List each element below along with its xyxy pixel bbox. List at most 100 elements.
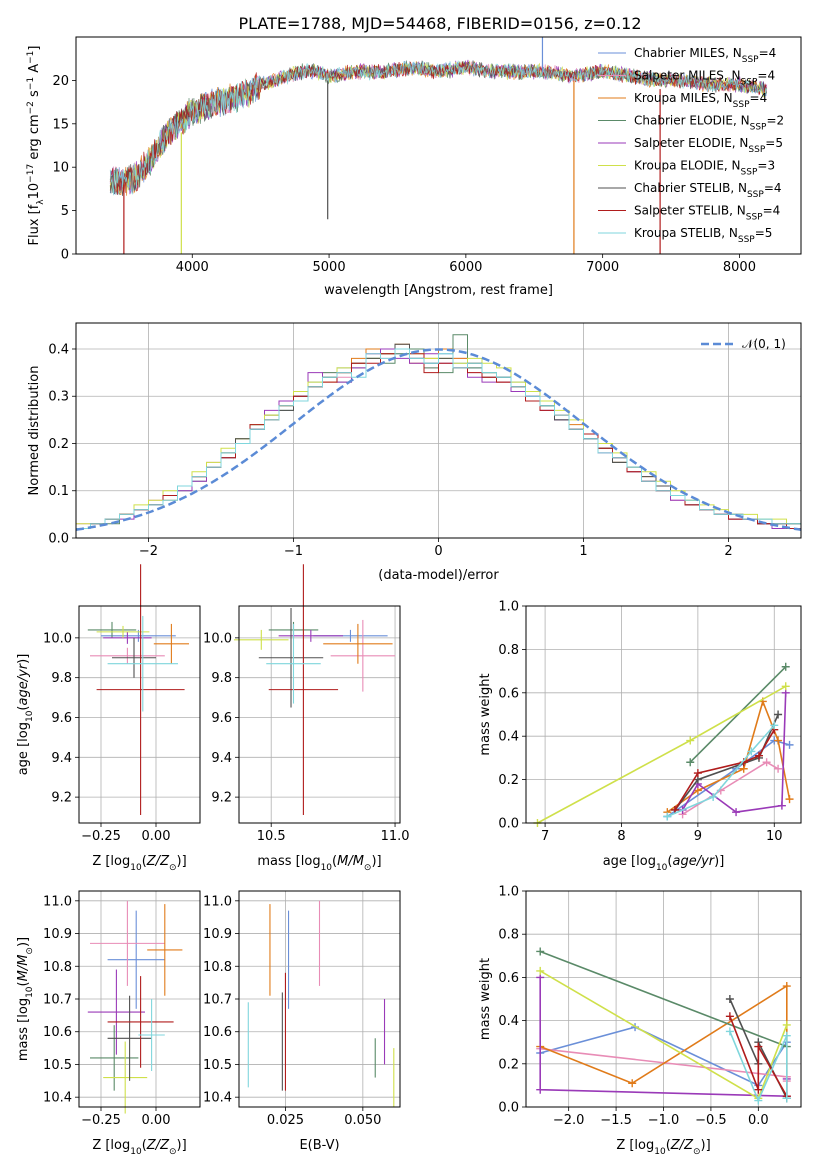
axes-frame <box>75 36 802 255</box>
x-tick-label: −0.5 <box>695 1113 727 1128</box>
x-tick-label: −2 <box>139 544 158 559</box>
y-tick-label: 10.0 <box>203 631 232 646</box>
plus-marker <box>770 721 779 730</box>
y-tick-label: 10 <box>52 161 69 176</box>
histogram-steps <box>75 348 801 538</box>
legend-entry: Salpeter STELIB, NSSP=4 <box>634 204 780 223</box>
spectrum-line <box>109 60 768 196</box>
plus-marker <box>686 758 695 767</box>
plus-marker <box>536 947 545 956</box>
x-axis-label: Z [log10(Z/Z⊙)] <box>92 854 186 873</box>
y-tick-label: 10.0 <box>43 631 72 646</box>
legend-entry: Kroupa MILES, NSSP=4 <box>634 91 767 110</box>
residual-histogram-panel: −2 −1 0 1 2 0.0 0.1 0.2 0.3 0.4 (data-model)/error… <box>27 322 802 583</box>
plus-marker <box>781 682 790 691</box>
x-tick-label: 9 <box>694 829 702 844</box>
y-axis-label: age [log10(age/yr)] <box>16 654 35 776</box>
y-tick-label: 10.5 <box>43 1058 72 1073</box>
x-tick-label: 0.00 <box>142 829 171 844</box>
axes-frame <box>238 890 401 1108</box>
x-tick-label: −1.0 <box>648 1113 680 1128</box>
y-tick-label: 0.2 <box>498 1057 519 1072</box>
plus-marker <box>725 1027 734 1036</box>
y-axis-label: mass weight <box>478 673 493 755</box>
spectrum-panel: 4000 5000 6000 7000 8000 0 5 10 15 20 wavelength [… <box>26 36 802 298</box>
age-vs-mass-panel: 10.5 11.0 9.2 9.4 9.6 9.8 10.0 mass [log10(M/M⊙… <box>203 564 410 873</box>
x-tick-label: 0.025 <box>267 1113 304 1128</box>
x-tick-label: 8 <box>617 829 625 844</box>
y-tick-label: 9.4 <box>51 751 72 766</box>
y-tick-label: 0.3 <box>48 390 69 405</box>
y-tick-label: 0.4 <box>498 730 519 745</box>
plus-marker <box>782 1031 791 1040</box>
plus-marker <box>663 812 672 821</box>
x-tick-label: 0 <box>434 544 442 559</box>
plus-marker <box>732 808 741 817</box>
y-tick-label: 0.2 <box>498 773 519 788</box>
plus-marker <box>782 1094 791 1103</box>
y-tick-label: 0.1 <box>48 484 69 499</box>
mass-weight-line <box>539 950 788 1048</box>
y-tick-label: 9.2 <box>51 791 72 806</box>
y-tick-label: 0.4 <box>48 342 69 357</box>
y-tick-label: 10.7 <box>43 993 72 1008</box>
y-tick-label: 0.6 <box>498 686 519 701</box>
x-tick-label: −0.25 <box>81 829 121 844</box>
mass-weight-line <box>682 761 779 815</box>
plus-marker <box>686 736 695 745</box>
y-tick-label: 0.2 <box>48 437 69 452</box>
mass-weight-vs-age-panel: 7 8 9 10 0.0 0.2 0.4 0.6 0.8 1.0 age [log10(age/yr… <box>478 600 802 873</box>
y-tick-label: 0.4 <box>498 1014 519 1029</box>
plus-marker <box>754 1096 763 1105</box>
plus-marker <box>709 792 718 801</box>
plus-marker <box>762 758 771 767</box>
plus-marker <box>725 995 734 1003</box>
axes-frame <box>525 890 802 1108</box>
y-axis-label: mass [log10(M/M⊙)] <box>16 937 35 1061</box>
plus-marker <box>774 710 783 719</box>
x-tick-label: −1 <box>284 544 303 559</box>
mass-weight-line <box>689 666 787 763</box>
plus-marker <box>693 769 702 778</box>
mass-weight-line <box>729 1031 788 1103</box>
legend-entry: Chabrier STELIB, NSSP=4 <box>634 181 782 200</box>
x-tick-label: −0.25 <box>81 1113 121 1128</box>
plus-marker <box>725 1012 734 1021</box>
y-tick-label: 0 <box>61 248 69 263</box>
x-axis-label: (data-model)/error <box>378 568 499 583</box>
mass-weight-line <box>666 724 775 818</box>
x-tick-label: 7 <box>541 829 549 844</box>
x-tick-label: 10 <box>766 829 783 844</box>
y-tick-label: 5 <box>61 204 69 219</box>
y-tick-label: 10.9 <box>203 927 232 942</box>
y-axis-label: Normed distribution <box>27 366 42 496</box>
y-tick-label: 1.0 <box>498 600 519 615</box>
y-tick-label: 10.6 <box>43 1025 72 1040</box>
plus-marker <box>754 751 763 760</box>
y-tick-label: 10.4 <box>203 1091 232 1106</box>
age-vs-metallicity-panel: −0.25 0.00 9.2 9.4 9.6 9.8 10.0 Z [log10(Z/Z⊙)]… <box>16 564 201 873</box>
plus-marker <box>628 1079 637 1088</box>
plus-marker <box>536 1085 545 1094</box>
normal-reference-curve <box>75 348 802 531</box>
x-tick-label: 5000 <box>313 260 346 275</box>
y-tick-label: 0.6 <box>498 971 519 986</box>
y-tick-label: 0.0 <box>48 532 69 547</box>
y-tick-label: 15 <box>52 117 69 132</box>
x-tick-label: −1.5 <box>600 1113 632 1128</box>
mass-weight-line <box>674 714 779 811</box>
y-tick-label: 0.8 <box>498 928 519 943</box>
plus-marker <box>777 801 786 810</box>
y-tick-label: 10.8 <box>203 960 232 975</box>
y-tick-label: 9.6 <box>211 711 232 726</box>
y-tick-label: 11.0 <box>43 894 72 909</box>
y-tick-label: 0.0 <box>498 1101 519 1116</box>
x-tick-label: 1 <box>579 544 587 559</box>
plus-marker <box>782 1020 791 1029</box>
x-tick-label: 0.00 <box>142 1113 171 1128</box>
x-axis-label: Z [log10(Z/Z⊙)] <box>92 1138 186 1157</box>
x-tick-label: 4000 <box>176 260 209 275</box>
y-tick-label: 9.8 <box>51 671 72 686</box>
y-tick-label: 10.4 <box>43 1091 72 1106</box>
y-tick-label: 9.8 <box>211 671 232 686</box>
